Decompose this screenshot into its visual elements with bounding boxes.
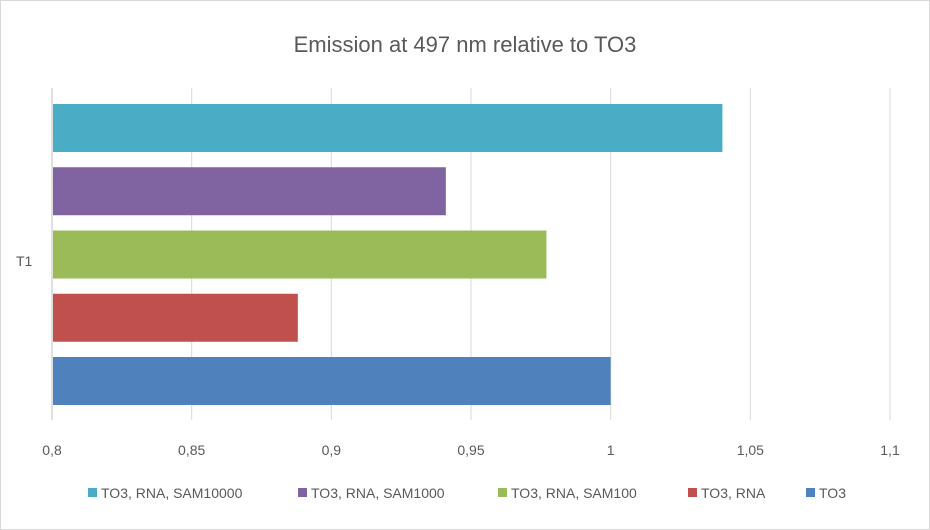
legend-swatch (298, 488, 307, 497)
x-tick-label: 1 (607, 442, 615, 458)
x-tick-label: 0,8 (42, 442, 62, 458)
x-axis-ticks: 0,8 0,85 0,9 0,95 1 1,05 1,1 (42, 442, 900, 458)
bars (53, 104, 723, 405)
legend-swatch (88, 488, 97, 497)
bar-to3-rna (53, 293, 298, 342)
legend: TO3, RNA, SAM10000 TO3, RNA, SAM1000 TO3, … (88, 485, 846, 501)
legend-label: TO3 (819, 485, 846, 501)
legend-label: TO3, RNA, SAM10000 (101, 485, 243, 501)
x-tick-label: 0,95 (457, 442, 484, 458)
legend-label: TO3, RNA (701, 485, 766, 501)
y-category-label: T1 (16, 253, 33, 269)
x-tick-label: 0,85 (178, 442, 205, 458)
bar-to3 (53, 357, 611, 405)
bar-to3-rna-sam10000 (53, 104, 723, 152)
x-tick-label: 0,9 (322, 442, 342, 458)
chart-title: Emission at 497 nm relative to TO3 (294, 32, 637, 57)
legend-swatch (498, 488, 507, 497)
legend-label: TO3, RNA, SAM1000 (311, 485, 445, 501)
bar-to3-rna-sam1000 (53, 167, 446, 216)
legend-swatch (806, 488, 815, 497)
legend-label: TO3, RNA, SAM100 (511, 485, 637, 501)
bar-to3-rna-sam100 (53, 230, 547, 279)
y-axis-categories: T1 (16, 253, 33, 269)
x-tick-label: 1,05 (737, 442, 764, 458)
x-tick-label: 1,1 (880, 442, 900, 458)
legend-swatch (688, 488, 697, 497)
